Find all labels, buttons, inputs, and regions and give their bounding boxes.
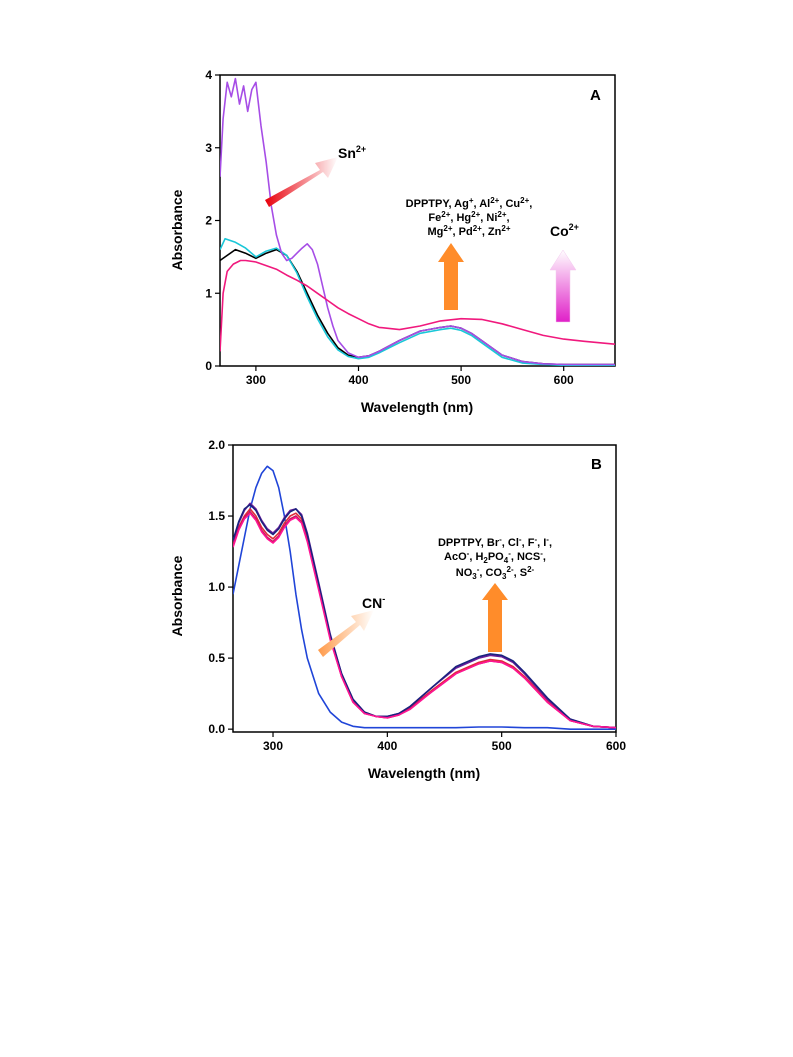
plot-frame-a [219,74,616,367]
anions-label-2: AcO-, H2PO4-, NCS-, [444,549,546,565]
anions-label-1: DPPTPY, Br-, Cl-, F-, I-, [438,535,552,549]
metals-label-2: Fe2+, Hg2+, Ni2+, [428,210,509,224]
y-tick-label: 0 [205,359,212,373]
panel-label-a: A [590,87,601,104]
y-axis-label-a: Absorbance [169,189,185,270]
series-line-0-2 [220,237,615,366]
metals-arrow-icon [438,243,464,310]
ticks-a: 300 400 500 600 0 1 2 3 4 [205,68,574,387]
y-tick-label: 2 [205,214,212,228]
chart-a: 300 400 500 600 0 1 2 3 4 A Wavelength (nm) Abso… [169,68,616,415]
metals-label-3: Mg2+, Pd2+, Zn2+ [428,224,511,238]
y-tick-label: 0.5 [208,651,225,665]
series-line-1-1 [233,465,616,730]
y-tick-label: 1.0 [208,580,225,594]
series-line-1-5 [233,503,616,729]
x-axis-label-b: Wavelength (nm) [368,765,480,781]
sn-arrow-icon [265,157,338,207]
x-tick-label: 500 [451,373,471,387]
cn-arrow-icon [318,610,374,657]
x-tick-label: 500 [492,739,512,753]
series-line-0-3 [220,77,615,366]
anions-label-3: NO3-, CO32-, S2- [456,565,535,581]
sn-label: Sn2+ [338,144,366,161]
cn-label: CN- [362,594,385,611]
metals-label-1: DPPTPY, Ag+, Al2+, Cu2+, [406,196,533,210]
x-tick-label: 400 [377,739,397,753]
y-tick-label: 1.5 [208,509,225,523]
y-tick-label: 1 [205,286,212,300]
y-tick-label: 2.0 [208,438,225,452]
co-arrow-icon [549,249,577,323]
ticks-b: 300 400 500 600 0.0 0.5 1.0 1.5 2.0 [208,438,626,753]
anions-arrow-icon [482,583,508,652]
x-tick-label: 600 [606,739,626,753]
x-tick-label: 600 [554,373,574,387]
plot-frame-b [232,444,617,733]
y-tick-label: 4 [205,68,212,82]
series-group-a [220,77,615,366]
x-axis-label-a: Wavelength (nm) [361,399,473,415]
x-tick-label: 300 [263,739,283,753]
y-tick-label: 3 [205,141,212,155]
series-line-1-6 [233,512,616,729]
series-group-b [233,465,616,730]
co-label: Co2+ [550,222,579,239]
chart-b: 300 400 500 600 0.0 0.5 1.0 1.5 2.0 B Wavelength… [169,438,626,781]
series-line-0-4 [220,259,615,352]
x-tick-label: 300 [246,373,266,387]
x-tick-label: 400 [348,373,368,387]
y-tick-label: 0.0 [208,722,225,736]
panel-label-b: B [591,456,602,473]
y-axis-label-b: Absorbance [169,555,185,636]
